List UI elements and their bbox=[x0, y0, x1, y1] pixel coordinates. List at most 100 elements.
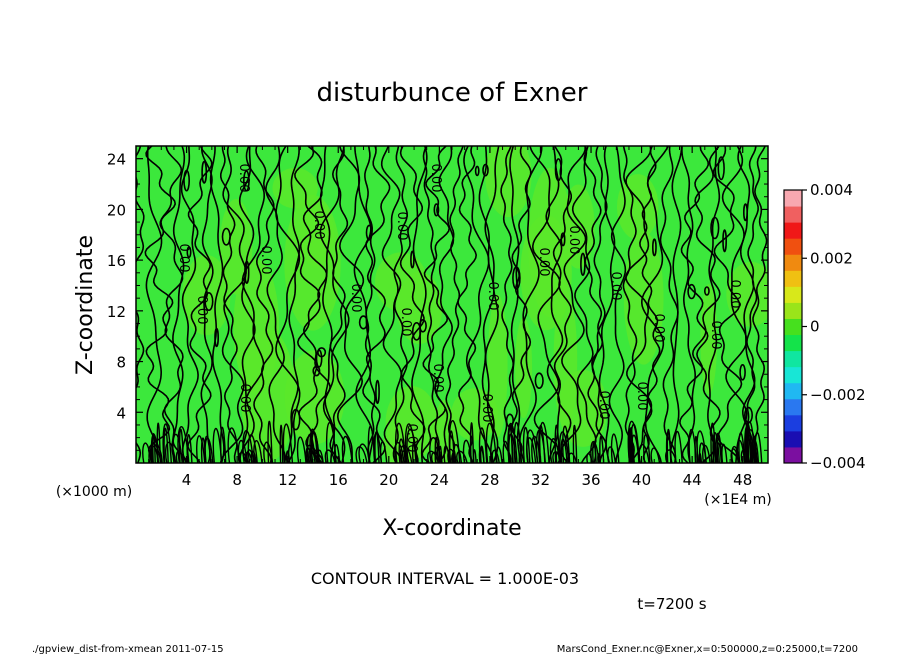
colorbar-segment bbox=[784, 302, 802, 319]
contour-label: 0.00 bbox=[536, 248, 551, 277]
contour-label: 0.00 bbox=[727, 280, 742, 309]
contour-streak bbox=[698, 442, 707, 463]
contour-loop bbox=[742, 203, 748, 222]
contour-streak bbox=[592, 442, 597, 463]
contour-streak bbox=[333, 444, 341, 463]
x-unit-label: (×1E4 m) bbox=[704, 492, 771, 508]
colorbar-segment bbox=[784, 334, 802, 352]
contour-streak bbox=[522, 426, 531, 463]
field-patch bbox=[487, 294, 508, 438]
colorbar-segment bbox=[784, 254, 802, 271]
contour-streak bbox=[267, 420, 273, 463]
contour-loop bbox=[358, 315, 369, 330]
field-patch bbox=[485, 146, 532, 218]
contour-streak bbox=[316, 449, 324, 463]
contour-line bbox=[180, 146, 199, 463]
contour-loop bbox=[580, 252, 586, 276]
contour-streak bbox=[452, 449, 457, 463]
contour-line bbox=[159, 146, 189, 463]
contour-line bbox=[721, 146, 748, 463]
contour-streak bbox=[526, 437, 537, 463]
contour-loop bbox=[365, 224, 373, 241]
contour-line bbox=[187, 146, 213, 463]
contour-line bbox=[478, 146, 495, 463]
contour-streak bbox=[531, 435, 541, 463]
contour-streak bbox=[212, 427, 223, 463]
contour-loop bbox=[505, 413, 515, 428]
contour-streak bbox=[630, 434, 640, 463]
contour-loop bbox=[186, 246, 192, 258]
contour-line bbox=[336, 146, 365, 463]
contour-line bbox=[691, 146, 721, 463]
contour-streak bbox=[745, 423, 753, 463]
contour-streak bbox=[285, 450, 291, 463]
contour-line bbox=[457, 146, 478, 463]
contour-line bbox=[625, 146, 653, 463]
contour-line bbox=[518, 146, 543, 463]
x-tick-label: 32 bbox=[531, 471, 550, 489]
contour-streak bbox=[394, 441, 405, 463]
contour-streak bbox=[702, 445, 711, 463]
contour-loop bbox=[722, 229, 728, 253]
contour-streak bbox=[367, 425, 376, 463]
contour-label: 0.00 bbox=[348, 284, 363, 313]
colorbar-segment bbox=[784, 350, 802, 368]
contour-line bbox=[463, 146, 494, 463]
contour-streak bbox=[443, 445, 451, 463]
contour-loop bbox=[410, 250, 415, 269]
colorbar-tick-label: −0.004 bbox=[810, 454, 866, 472]
footer-left: ./gpview_dist-from-xmean 2011-07-15 bbox=[32, 644, 224, 654]
contour-streak bbox=[200, 437, 207, 463]
x-tick-label: 44 bbox=[683, 471, 702, 489]
contour-line bbox=[392, 146, 408, 463]
contour-loop bbox=[704, 286, 710, 296]
field-patch bbox=[233, 258, 280, 394]
contour-line bbox=[145, 146, 163, 463]
x-tick-label: 28 bbox=[480, 471, 499, 489]
contour-streak bbox=[250, 450, 257, 463]
contour-streak bbox=[560, 438, 568, 463]
y-tick-label: 24 bbox=[107, 151, 126, 169]
y-unit-label: (×1000 m) bbox=[56, 484, 132, 500]
contour-label: 0.00 bbox=[194, 296, 209, 325]
colorbar-segment bbox=[784, 446, 802, 464]
contour-streak bbox=[325, 421, 337, 463]
colorbar-segment bbox=[784, 398, 802, 416]
contour-streak bbox=[513, 421, 523, 463]
contour-streak bbox=[310, 431, 320, 463]
contour-streak bbox=[629, 426, 634, 463]
y-axis-label: Z-coordinate bbox=[73, 235, 98, 375]
colorbar-segment bbox=[784, 270, 802, 287]
contour-loop bbox=[315, 349, 323, 368]
contour-streak bbox=[196, 435, 206, 463]
contour-label: 0.00 bbox=[311, 211, 326, 240]
contour-line bbox=[529, 146, 562, 463]
contour-loop bbox=[221, 227, 231, 246]
x-tick-label: 4 bbox=[182, 471, 192, 489]
colorbar-tick-label: 0 bbox=[810, 318, 820, 336]
contour-loop bbox=[214, 327, 220, 348]
colorbar-segment bbox=[784, 222, 802, 239]
contour-line bbox=[364, 146, 376, 463]
contour-streak bbox=[434, 446, 443, 463]
contour-label: 0.00 bbox=[404, 424, 419, 453]
contour-streak bbox=[282, 423, 294, 463]
contour-loop bbox=[554, 158, 563, 182]
contour-label: 0.00 bbox=[258, 246, 273, 275]
contour-loop bbox=[375, 379, 380, 405]
contour-streak bbox=[305, 444, 318, 463]
contour-line bbox=[362, 146, 391, 463]
contour-line bbox=[275, 146, 301, 463]
contour-streak bbox=[172, 433, 183, 463]
contour-label: 0.00 bbox=[236, 164, 251, 193]
contour-streak bbox=[186, 434, 193, 463]
contour-line bbox=[571, 146, 597, 463]
contour-loop bbox=[482, 163, 489, 177]
contour-loop bbox=[717, 156, 725, 181]
x-tick-label: 8 bbox=[232, 471, 242, 489]
contour-line bbox=[253, 146, 275, 463]
colorbar-segment bbox=[784, 190, 802, 207]
colorbar-segment bbox=[784, 366, 802, 384]
contour-line bbox=[552, 146, 572, 463]
